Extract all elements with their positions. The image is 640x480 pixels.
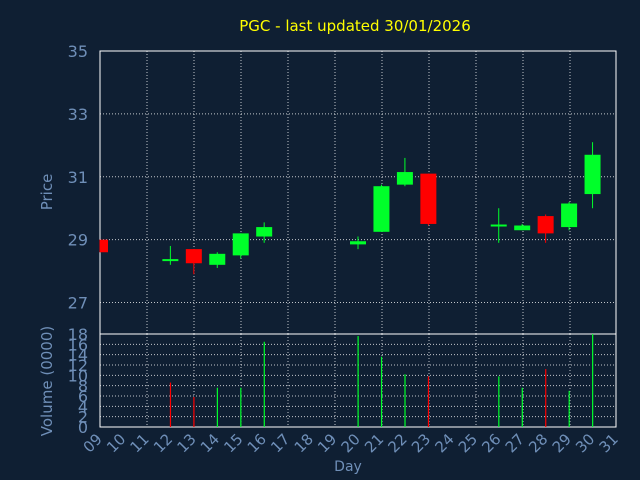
candle-body xyxy=(100,239,108,253)
candle xyxy=(420,173,437,226)
candle-body xyxy=(209,253,226,265)
candle-body xyxy=(514,225,531,231)
candle xyxy=(185,249,202,275)
volume-bar xyxy=(216,387,218,427)
day-axis-ticks: 0910111213141516171819202122232425262728… xyxy=(80,430,622,456)
volume-tick-label: 0 xyxy=(78,418,88,437)
candle-body xyxy=(185,249,202,264)
candlestick-series xyxy=(99,142,601,275)
candle xyxy=(99,239,108,253)
volume-axis-label: Volume (0000) xyxy=(38,326,56,436)
candle-body xyxy=(256,227,273,237)
volume-bar xyxy=(592,334,594,427)
candle-body xyxy=(490,224,507,227)
candle xyxy=(350,236,366,250)
volume-tick-label: 14 xyxy=(68,346,88,365)
candle-body xyxy=(396,172,413,185)
volume-bar xyxy=(240,387,242,427)
volume-tick-label: 10 xyxy=(68,366,88,385)
volume-tick-label: 4 xyxy=(78,397,88,416)
candle xyxy=(514,223,531,231)
volume-bar xyxy=(427,376,430,427)
volume-tick-label: 6 xyxy=(78,387,88,406)
candle-body xyxy=(162,259,179,262)
price-tick-label: 33 xyxy=(68,105,88,124)
candle-body xyxy=(232,233,249,256)
price-tick-label: 27 xyxy=(68,294,88,313)
price-axis-label: Price xyxy=(38,174,56,211)
candle-body xyxy=(350,241,366,245)
volume-bar xyxy=(545,369,547,427)
candle xyxy=(162,245,179,265)
candle xyxy=(490,208,507,243)
day-axis-label: Day xyxy=(334,459,362,475)
candle xyxy=(256,222,273,243)
candle xyxy=(537,214,554,243)
candle xyxy=(209,252,226,268)
price-axis-ticks: 27 29 31 33 35 xyxy=(68,42,88,313)
price-tick-label: 31 xyxy=(68,168,88,187)
volume-bars xyxy=(169,334,594,427)
volume-bar xyxy=(498,376,500,427)
volume-bar xyxy=(169,382,172,427)
candle xyxy=(584,142,601,209)
candle-body xyxy=(373,186,390,232)
volume-bar xyxy=(263,341,265,427)
volume-tick-label: 2 xyxy=(78,408,88,427)
candle xyxy=(232,233,249,259)
price-tick-label: 35 xyxy=(68,42,88,61)
volume-bar xyxy=(404,374,406,427)
volume-tick-label: 18 xyxy=(68,325,88,344)
volume-bar xyxy=(521,387,523,427)
price-tick-label: 29 xyxy=(68,231,88,250)
candle xyxy=(396,157,413,187)
candle xyxy=(373,184,390,232)
volume-bar xyxy=(193,397,195,427)
volume-bar xyxy=(380,356,383,427)
volume-tick-label: 12 xyxy=(68,356,88,375)
volume-tick-label: 8 xyxy=(78,377,88,396)
candle-body xyxy=(561,203,578,228)
volume-bar xyxy=(357,336,359,427)
candle-body xyxy=(584,154,601,195)
candle-body xyxy=(420,173,437,224)
volume-tick-label: 16 xyxy=(68,335,88,354)
volume-bar xyxy=(568,390,570,427)
candle-body xyxy=(537,216,554,234)
candle xyxy=(561,201,578,231)
chart-title: PGC - last updated 30/01/2026 xyxy=(239,17,471,35)
